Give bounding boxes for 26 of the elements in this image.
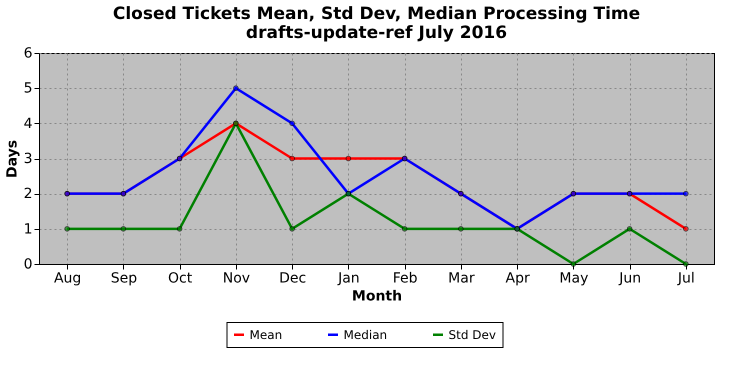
x-tick-label: Nov: [222, 270, 250, 286]
x-tick-label: Apr: [506, 270, 530, 286]
y-tick-label: 6: [24, 46, 33, 62]
x-tick-label: Jan: [337, 270, 360, 286]
y-tick-label: 1: [24, 221, 32, 238]
y-tick-label: 5: [24, 80, 32, 97]
x-tick-label: Feb: [392, 270, 418, 286]
y-tick-label: 4: [24, 116, 33, 132]
x-axis-title: Month: [352, 288, 402, 304]
y-tick-label: 3: [24, 151, 32, 167]
x-tick-label: May: [559, 270, 588, 286]
legend-label: Mean: [250, 328, 282, 342]
y-tick-label: 0: [24, 256, 32, 272]
x-tick-label: Dec: [279, 270, 306, 286]
x-tick-label: Aug: [54, 270, 82, 286]
x-tick-label: Oct: [168, 270, 193, 286]
x-tick-label: Sep: [110, 270, 138, 286]
text: Closed Tickets Mean, Std Dev, Median Processing Time: [112, 4, 640, 24]
x-tick-label: Jul: [676, 270, 695, 286]
y-axis-title: Days: [4, 140, 21, 178]
x-tick-label: Mar: [448, 270, 475, 286]
legend-label: Std Dev: [448, 328, 496, 342]
text: drafts-update-ref July 2016: [246, 23, 508, 43]
y-tick-label: 2: [24, 186, 32, 202]
legend-label: Median: [344, 328, 388, 342]
x-tick-label: Jun: [618, 270, 642, 286]
